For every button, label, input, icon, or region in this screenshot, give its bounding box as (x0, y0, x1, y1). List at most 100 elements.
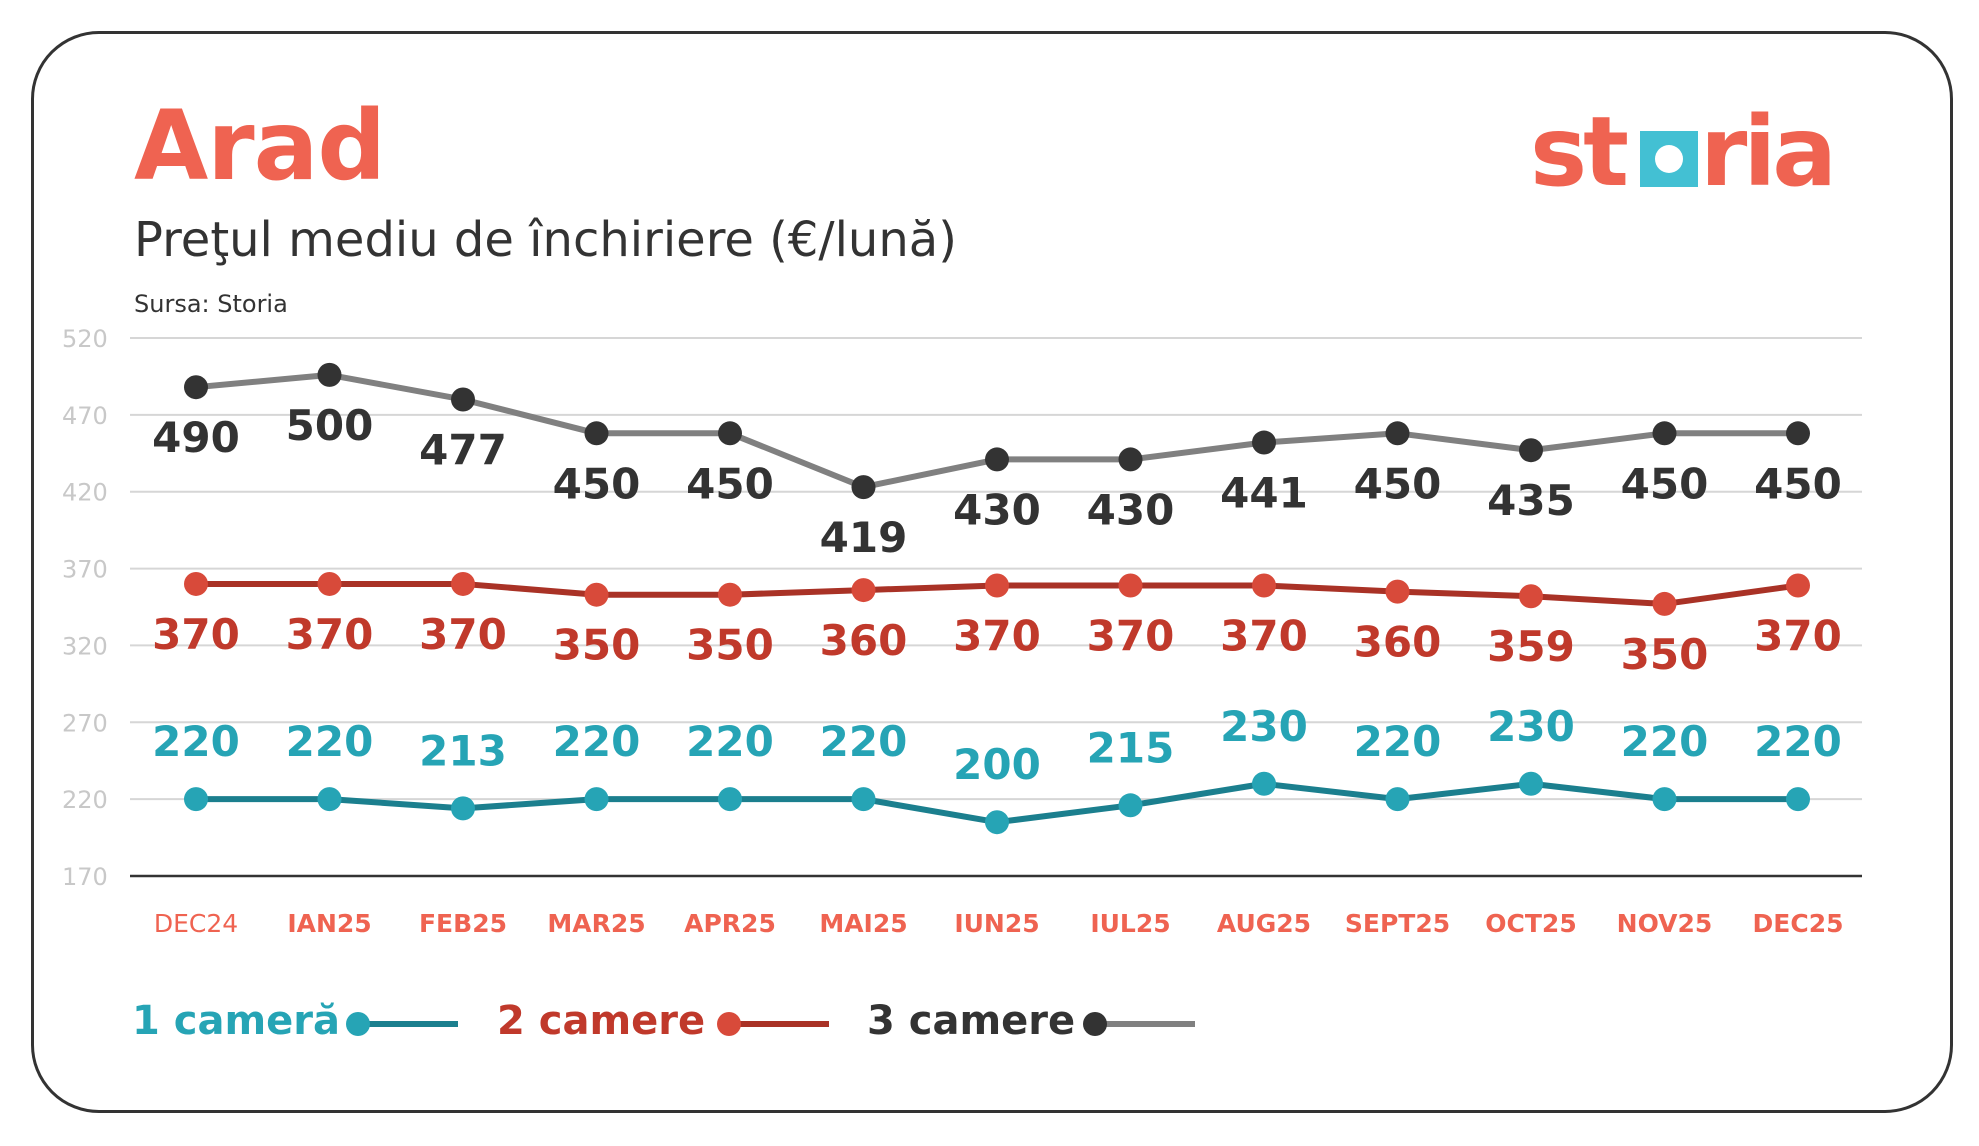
data-label: 220 (286, 717, 374, 766)
data-point (184, 787, 208, 812)
data-label: 477 (419, 425, 507, 474)
source-note: Sursa: Storia (134, 290, 288, 318)
x-tick-label: OCT25 (1485, 909, 1576, 938)
data-point (1786, 787, 1810, 812)
y-tick-label: 270 (62, 709, 108, 737)
data-point (584, 421, 609, 446)
y-tick-label: 170 (62, 863, 108, 891)
legend-marker (346, 1012, 370, 1036)
logo-text-right: ria (1700, 96, 1833, 205)
x-tick-label: SEPT25 (1345, 909, 1450, 938)
data-label: 370 (1220, 611, 1308, 660)
data-point (1252, 771, 1276, 796)
data-label: 220 (1754, 717, 1842, 766)
y-tick-label: 320 (62, 632, 108, 660)
x-tick-label: APR25 (684, 909, 776, 938)
data-point (851, 787, 876, 812)
data-label: 370 (1087, 611, 1175, 660)
x-tick-label: AUG25 (1217, 909, 1311, 938)
data-point (1252, 430, 1276, 455)
data-label: 450 (1754, 459, 1842, 508)
data-label: 230 (1487, 702, 1575, 751)
x-tick-label: NOV25 (1617, 909, 1713, 938)
data-label: 360 (820, 616, 908, 665)
data-point (1519, 438, 1543, 463)
data-point (1118, 447, 1143, 472)
data-label: 350 (686, 621, 774, 670)
y-tick-label: 370 (62, 556, 108, 584)
data-label: 490 (152, 413, 240, 462)
data-point (985, 447, 1009, 472)
data-point (317, 571, 342, 596)
data-label: 220 (553, 717, 641, 766)
data-point (1118, 793, 1143, 818)
data-label: 430 (1087, 485, 1175, 534)
y-tick-label: 520 (62, 325, 108, 353)
data-label: 220 (820, 717, 908, 766)
data-point (1385, 579, 1410, 604)
data-label: 441 (1220, 469, 1308, 518)
data-label: 350 (553, 621, 641, 670)
data-point (851, 578, 876, 603)
chart-subtitle: Preţul mediu de închiriere (€/lună) (134, 212, 957, 268)
data-point (1652, 591, 1677, 616)
data-label: 370 (152, 610, 240, 659)
data-point (985, 573, 1009, 598)
data-point (1252, 573, 1276, 598)
data-point (184, 571, 208, 596)
data-label: 359 (1487, 622, 1575, 671)
data-point (184, 375, 208, 400)
data-label: 370 (286, 610, 374, 659)
x-tick-label: DEC24 (154, 909, 238, 938)
data-point (718, 787, 742, 812)
data-label: 220 (1354, 717, 1442, 766)
data-point (851, 475, 876, 500)
data-point (1385, 787, 1410, 812)
data-point (985, 810, 1009, 835)
y-tick-label: 220 (62, 786, 108, 814)
data-label: 450 (553, 459, 641, 508)
x-tick-label: FEB25 (419, 909, 507, 938)
data-label: 370 (1754, 611, 1842, 660)
data-label: 430 (953, 485, 1041, 534)
data-label: 450 (1354, 459, 1442, 508)
data-label: 450 (686, 459, 774, 508)
data-point (451, 571, 475, 596)
x-tick-label: MAI25 (819, 909, 907, 938)
data-label: 435 (1487, 476, 1575, 525)
data-point (584, 582, 609, 607)
data-point (317, 362, 342, 387)
data-point (718, 582, 742, 607)
y-tick-label: 470 (62, 402, 108, 430)
data-label: 450 (1621, 459, 1709, 508)
legend-marker (1083, 1012, 1107, 1036)
data-point (451, 387, 475, 412)
data-label: 220 (1621, 717, 1709, 766)
legend-label: 2 camere (497, 998, 705, 1044)
data-point (1786, 573, 1810, 598)
x-tick-label: IAN25 (287, 909, 371, 938)
storia-logo: st ria (1530, 96, 1837, 205)
legend-label: 3 camere (867, 998, 1075, 1044)
data-point (1652, 787, 1677, 812)
data-label: 370 (419, 610, 507, 659)
data-label: 500 (286, 401, 374, 450)
data-label: 419 (820, 513, 908, 562)
data-point (451, 796, 475, 821)
data-point (1786, 421, 1810, 446)
data-point (1519, 584, 1543, 609)
data-point (317, 787, 342, 812)
x-tick-label: MAR25 (547, 909, 645, 938)
data-label: 360 (1354, 618, 1442, 667)
data-point (1519, 771, 1543, 796)
data-point (1118, 573, 1143, 598)
logo-square-dot (1655, 145, 1683, 173)
data-point (584, 787, 609, 812)
page-title: Arad (134, 90, 386, 202)
x-tick-label: IUL25 (1090, 909, 1170, 938)
logo-text-left: st (1530, 96, 1627, 205)
y-tick-label: 420 (62, 479, 108, 507)
legend-label: 1 cameră (132, 998, 340, 1044)
data-label: 220 (152, 717, 240, 766)
